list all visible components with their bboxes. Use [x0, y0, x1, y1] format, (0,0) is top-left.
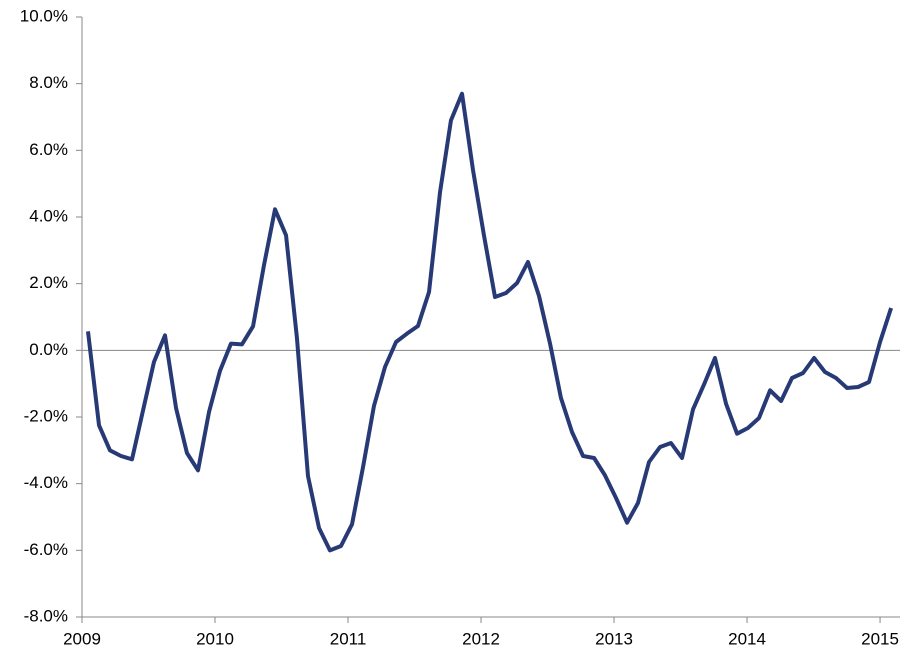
x-tick-label: 2011	[330, 629, 367, 648]
y-tick-label: 6.0%	[29, 140, 68, 159]
x-tick-label: 2013	[595, 629, 633, 648]
x-tick-label: 2010	[196, 629, 234, 648]
x-tick-label: 2009	[63, 629, 101, 648]
y-tick-label: 4.0%	[29, 206, 68, 225]
x-tick-label: 2015	[861, 629, 899, 648]
line	[85, 91, 893, 553]
y-tick-label: 8.0%	[29, 73, 68, 92]
y-tick-label: -4.0%	[24, 473, 68, 492]
x-tick-label: 2014	[728, 629, 766, 648]
y-tick-label: -8.0%	[24, 606, 68, 625]
y-tick-label: 0.0%	[29, 340, 68, 359]
y-tick-label: -6.0%	[24, 540, 68, 559]
y-tick-label: 2.0%	[29, 273, 68, 292]
y-tick-label: -2.0%	[24, 406, 68, 425]
x-tick-label: 2012	[462, 629, 500, 648]
y-tick-label: 10.0%	[20, 6, 68, 25]
